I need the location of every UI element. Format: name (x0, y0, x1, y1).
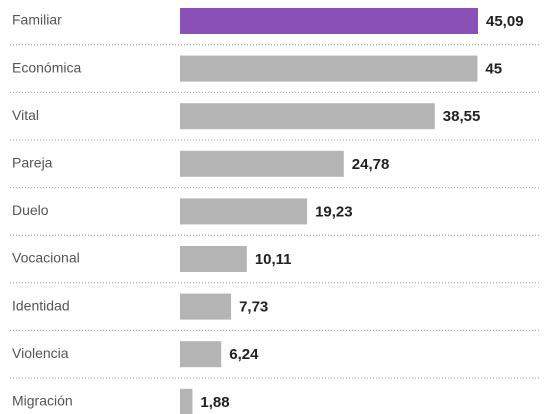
category-label: Económica (12, 59, 81, 75)
category-label: Vital (12, 107, 39, 123)
value-label: 45,09 (486, 13, 524, 30)
value-label: 24,78 (352, 156, 390, 173)
value-label: 38,55 (443, 108, 481, 125)
value-label: 45 (485, 61, 502, 78)
bar (180, 150, 344, 177)
category-label: Violencia (12, 345, 69, 361)
category-label: Vocacional (12, 250, 80, 266)
category-label: Migración (12, 393, 73, 409)
bar (180, 103, 435, 130)
value-label: 19,23 (315, 203, 353, 220)
bar (180, 293, 232, 320)
bar (180, 246, 247, 272)
value-label: 10,11 (255, 251, 292, 268)
category-label: Pareja (12, 155, 53, 171)
bar (180, 341, 222, 368)
value-label: 7,73 (239, 299, 268, 316)
bar (180, 55, 478, 82)
bar (180, 388, 193, 414)
bar (180, 8, 478, 34)
value-label: 1,88 (200, 394, 229, 411)
value-label: 6,24 (229, 346, 259, 363)
bar (180, 198, 308, 225)
category-label: Familiar (12, 12, 62, 28)
category-label: Identidad (12, 297, 70, 313)
category-label: Duelo (12, 202, 49, 218)
